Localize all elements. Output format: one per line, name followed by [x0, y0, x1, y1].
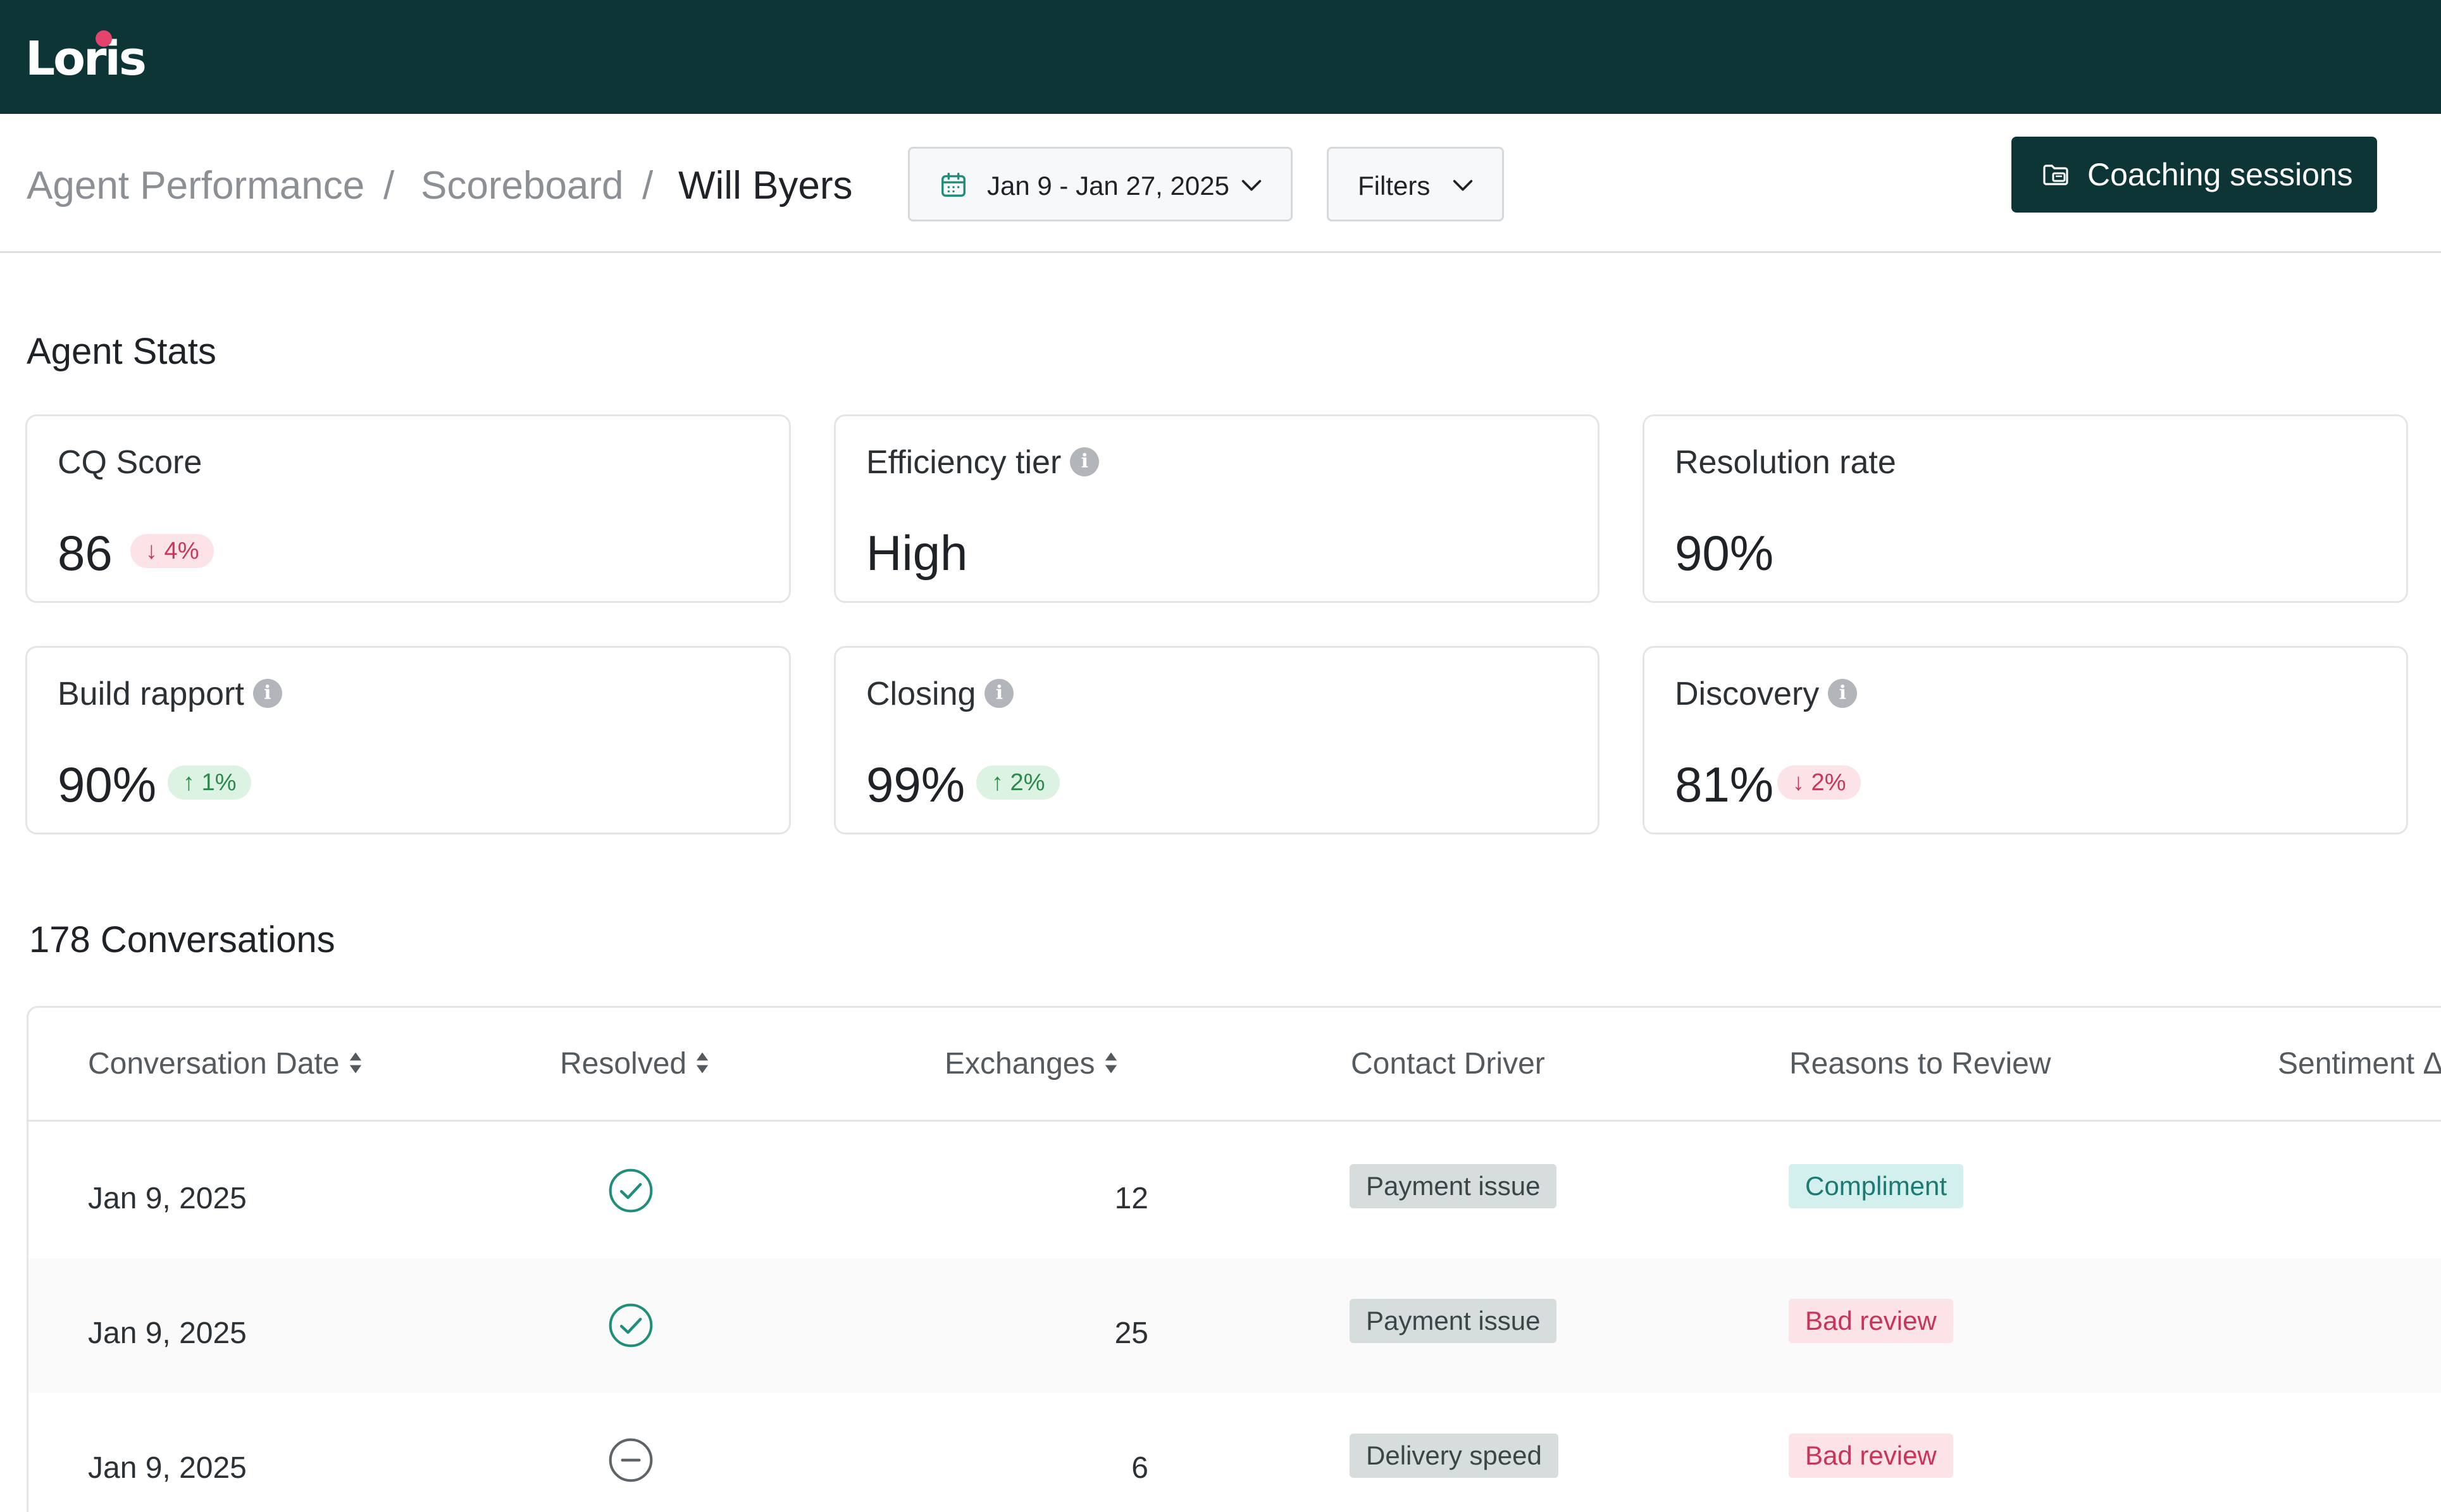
info-icon[interactable]: i: [252, 679, 282, 709]
chevron-down-icon: [1241, 180, 1262, 191]
stat-card-resolution-rate: Resolution rate 90%: [1643, 414, 2408, 603]
stat-label: Build rapport: [58, 676, 244, 712]
column-header-reasons-to-review[interactable]: Reasons to Review: [1789, 1047, 2051, 1081]
trend-up-badge: ↑ 1%: [168, 765, 252, 800]
info-icon[interactable]: i: [984, 679, 1014, 709]
stat-card-discovery: Discovery i 81% ↓ 2%: [1643, 646, 2408, 834]
chevron-down-icon: [1453, 180, 1473, 191]
breadcrumb-scoreboard[interactable]: Scoreboard: [421, 164, 624, 208]
logo[interactable]: Loris: [25, 32, 147, 86]
stat-label: Efficiency tier: [866, 444, 1062, 481]
minus-circle-icon: [609, 1438, 653, 1482]
stat-value: 81%: [1675, 757, 1774, 812]
trend-down-badge: ↓ 2%: [1777, 765, 1861, 800]
review-reason-tag: Bad review: [1789, 1299, 1953, 1343]
stat-label-wrap: Closing i: [866, 673, 1014, 715]
stat-label: Discovery: [1675, 676, 1820, 712]
coaching-sessions-button[interactable]: Coaching sessions: [2011, 137, 2377, 213]
stat-value: 86: [58, 525, 113, 581]
stat-value: High: [866, 525, 968, 581]
stat-card-closing: Closing i 99% ↑ 2%: [834, 646, 1599, 834]
breadcrumb-separator: /: [642, 164, 654, 208]
column-header-exchanges[interactable]: Exchanges: [945, 1044, 1118, 1084]
exchanges-count: 6: [1131, 1451, 1148, 1485]
column-header-label: Exchanges: [945, 1047, 1095, 1081]
stat-label-wrap: Efficiency tier i: [866, 442, 1100, 483]
table-row[interactable]: Jan 9, 2025 12 Payment issue Compliment: [28, 1124, 2441, 1258]
stat-card-build-rapport: Build rapport i 90% ↑ 1%: [25, 646, 791, 834]
sort-icon: [1105, 1052, 1117, 1074]
info-icon[interactable]: i: [1828, 679, 1858, 709]
trend-down-badge: ↓ 4%: [130, 534, 214, 568]
column-header-resolved[interactable]: Resolved: [560, 1044, 709, 1084]
conversation-date: Jan 9, 2025: [88, 1317, 247, 1350]
agent-stats-title: Agent Stats: [27, 331, 216, 372]
stat-label: Resolution rate: [1675, 444, 1896, 481]
breadcrumb-separator: /: [383, 164, 395, 208]
column-header-label: Resolved: [560, 1047, 687, 1081]
conversations-table: Conversation Date Resolved Exchanges Con…: [27, 1006, 2441, 1512]
table-row[interactable]: Jan 9, 2025 6 Delivery speed Bad review: [28, 1393, 2441, 1512]
review-reason-tag: Bad review: [1789, 1434, 1953, 1478]
table-header: Conversation Date Resolved Exchanges Con…: [28, 1008, 2441, 1122]
conversation-date: Jan 9, 2025: [88, 1182, 247, 1215]
info-icon[interactable]: i: [1070, 447, 1100, 477]
coaching-sessions-label: Coaching sessions: [2087, 157, 2353, 192]
sort-icon: [349, 1052, 361, 1074]
contact-driver-tag: Payment issue: [1350, 1164, 1557, 1208]
filters-label: Filters: [1358, 171, 1431, 201]
logo-dot: [96, 30, 112, 47]
date-range-picker[interactable]: Jan 9 - Jan 27, 2025: [908, 147, 1293, 221]
top-bar: Loris: [0, 0, 2441, 114]
sort-icon: [696, 1052, 709, 1074]
exchanges-count: 25: [1114, 1317, 1148, 1350]
column-header-contact-driver[interactable]: Contact Driver: [1351, 1047, 1545, 1081]
column-header-sentiment[interactable]: Sentiment Δ: [2278, 1047, 2441, 1081]
stat-value: 90%: [1675, 525, 1774, 581]
conversation-date: Jan 9, 2025: [88, 1451, 247, 1485]
breadcrumb-current: Will Byers: [678, 164, 853, 208]
stat-value: 90%: [58, 757, 157, 812]
stat-label: CQ Score: [58, 444, 202, 481]
stat-value: 99%: [866, 757, 966, 812]
stat-label: Closing: [866, 676, 976, 712]
exchanges-count: 12: [1114, 1182, 1148, 1215]
stat-label-wrap: Build rapport i: [58, 673, 282, 715]
stat-label-wrap: Discovery i: [1675, 673, 1858, 715]
calendar-icon: [941, 173, 966, 197]
table-row[interactable]: Jan 9, 2025 25 Payment issue Bad review: [28, 1258, 2441, 1393]
trend-up-badge: ↑ 2%: [976, 765, 1060, 800]
contact-driver-tag: Delivery speed: [1350, 1434, 1558, 1478]
filters-dropdown[interactable]: Filters: [1327, 147, 1504, 221]
date-range-label: Jan 9 - Jan 27, 2025: [987, 171, 1229, 201]
conversations-count-title: 178 Conversations: [29, 919, 335, 960]
stat-card-efficiency-tier: Efficiency tier i High: [834, 414, 1599, 603]
column-header-conversation-date[interactable]: Conversation Date: [88, 1044, 363, 1084]
column-header-label: Conversation Date: [88, 1047, 340, 1081]
page-header: Agent Performance / Scoreboard / Will By…: [0, 114, 2441, 253]
folder-chat-icon: [2043, 164, 2068, 185]
breadcrumb-agent-performance[interactable]: Agent Performance: [27, 164, 365, 208]
check-circle-icon: [609, 1168, 653, 1213]
check-circle-icon: [609, 1303, 653, 1348]
contact-driver-tag: Payment issue: [1350, 1299, 1557, 1343]
review-reason-tag: Compliment: [1789, 1164, 1964, 1208]
stat-card-cq-score: CQ Score 86 ↓ 4%: [25, 414, 791, 603]
